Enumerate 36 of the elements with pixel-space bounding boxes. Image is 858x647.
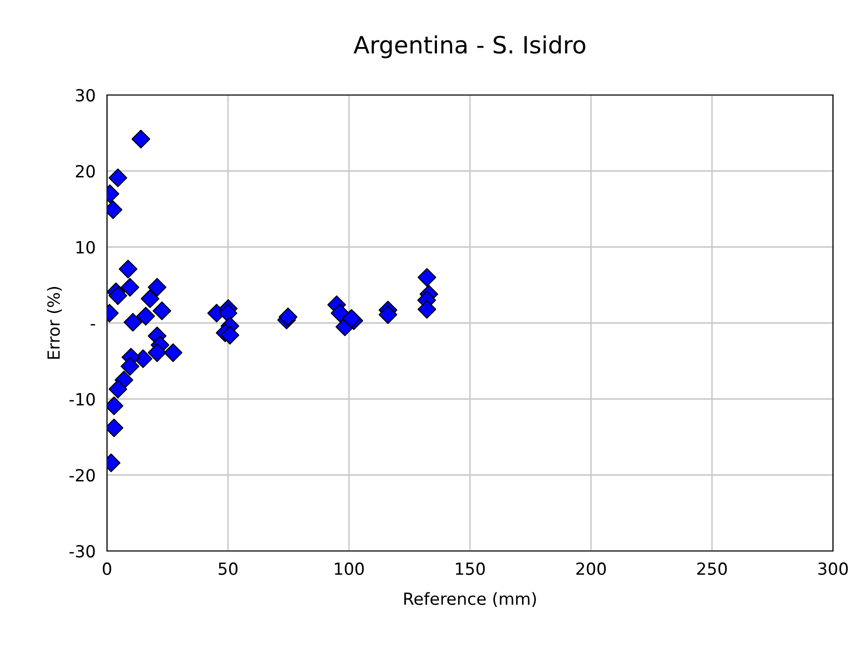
x-tick-label: 250 xyxy=(697,562,727,576)
point xyxy=(132,130,150,148)
x-axis-title: Reference (mm) xyxy=(404,592,536,607)
y-tick-label: - xyxy=(90,324,96,326)
point xyxy=(120,278,140,297)
point xyxy=(108,168,128,188)
point xyxy=(278,308,298,326)
x-tick-label: 200 xyxy=(576,562,606,576)
point xyxy=(120,356,140,376)
x-tick-label: 100 xyxy=(334,562,364,576)
point xyxy=(220,326,240,344)
y-tick-label: 20 xyxy=(76,164,95,178)
point xyxy=(418,300,436,319)
x-tick-label: 150 xyxy=(456,562,485,576)
point xyxy=(136,306,156,326)
y-tick-label: -20 xyxy=(69,468,95,482)
chart-title: Argentina - S. Isidro xyxy=(354,35,586,58)
x-tick-label: 0 xyxy=(102,562,112,576)
point xyxy=(378,305,398,324)
y-tick-label: -10 xyxy=(69,392,95,406)
point xyxy=(140,289,160,308)
y-axis-title: Error (%) xyxy=(47,287,62,359)
point xyxy=(148,343,166,362)
point xyxy=(164,343,182,362)
point xyxy=(124,312,142,332)
point xyxy=(148,278,166,297)
x-tick-label: 50 xyxy=(218,562,238,576)
point xyxy=(108,380,128,398)
y-tick-label: 30 xyxy=(76,88,95,102)
y-tick-label: 10 xyxy=(76,240,95,254)
point xyxy=(152,302,172,320)
point xyxy=(118,260,138,278)
point xyxy=(108,286,128,305)
y-tick-label: -30 xyxy=(69,544,95,558)
x-tick-label: 300 xyxy=(818,562,848,576)
point xyxy=(418,268,436,287)
